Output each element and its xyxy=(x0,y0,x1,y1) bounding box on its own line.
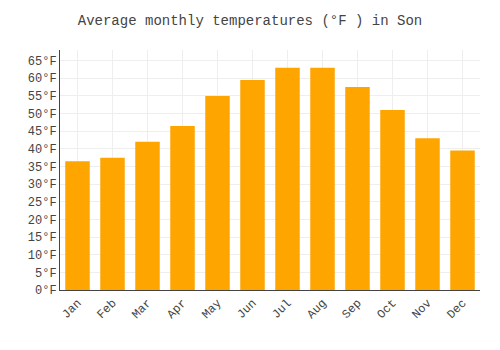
svg-text:Oct: Oct xyxy=(374,297,399,322)
svg-text:May: May xyxy=(199,297,224,322)
svg-text:60°F: 60°F xyxy=(28,72,57,86)
svg-text:30°F: 30°F xyxy=(28,178,57,192)
svg-text:25°F: 25°F xyxy=(28,196,57,210)
svg-text:40°F: 40°F xyxy=(28,143,57,157)
svg-text:Feb: Feb xyxy=(94,297,119,322)
svg-text:50°F: 50°F xyxy=(28,108,57,122)
svg-text:Sep: Sep xyxy=(339,297,364,322)
svg-text:5°F: 5°F xyxy=(35,267,57,281)
svg-text:Jan: Jan xyxy=(59,297,84,322)
svg-text:65°F: 65°F xyxy=(28,55,57,69)
svg-text:15°F: 15°F xyxy=(28,231,57,245)
svg-text:35°F: 35°F xyxy=(28,161,57,175)
svg-text:45°F: 45°F xyxy=(28,125,57,139)
svg-text:Jul: Jul xyxy=(269,297,294,322)
svg-text:Apr: Apr xyxy=(164,297,189,322)
svg-text:10°F: 10°F xyxy=(28,249,57,263)
svg-text:Aug: Aug xyxy=(304,297,329,322)
svg-text:Average monthly temperatures (: Average monthly temperatures (°F ) in So… xyxy=(78,13,422,29)
svg-text:Dec: Dec xyxy=(444,297,469,322)
svg-text:Nov: Nov xyxy=(409,297,434,322)
svg-text:20°F: 20°F xyxy=(28,214,57,228)
svg-text:Mar: Mar xyxy=(129,297,154,322)
svg-text:55°F: 55°F xyxy=(28,90,57,104)
svg-text:Jun: Jun xyxy=(234,297,259,322)
svg-text:0°F: 0°F xyxy=(35,284,57,298)
